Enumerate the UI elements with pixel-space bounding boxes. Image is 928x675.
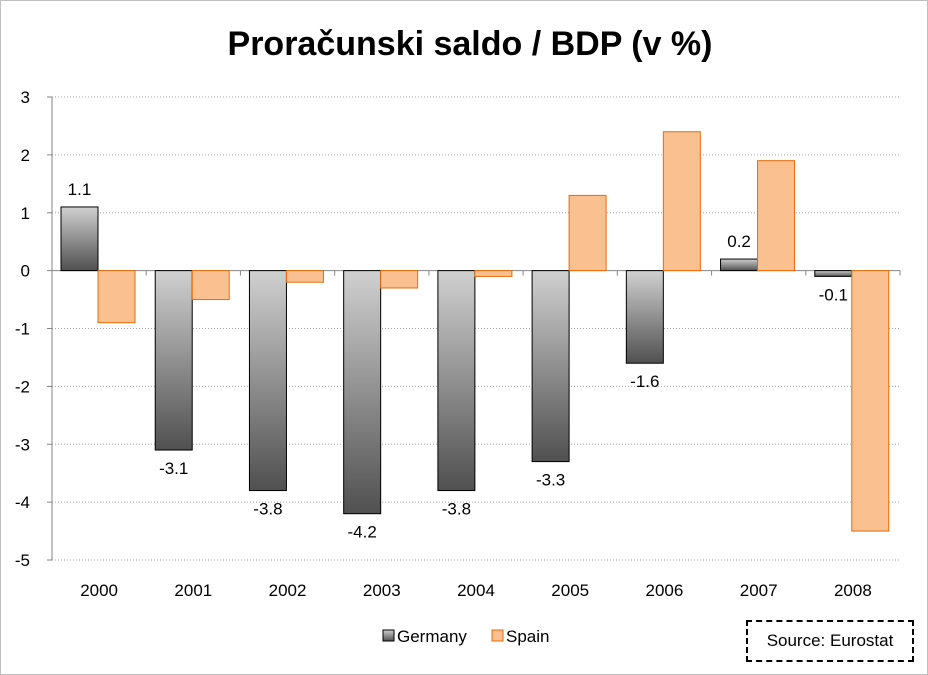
bar-spain-2002 <box>285 270 324 283</box>
data-label-germany: -1.6 <box>630 372 659 391</box>
data-label-germany: 1.1 <box>68 180 92 199</box>
data-label-germany: -3.8 <box>253 500 282 519</box>
bar-germany-2000 <box>60 206 99 272</box>
y-tick-label: 0 <box>21 262 30 281</box>
y-tick-label: 3 <box>21 88 30 107</box>
x-tick-label: 2002 <box>269 581 307 600</box>
data-label-germany: 0.2 <box>727 232 751 251</box>
y-tick-label: -3 <box>15 435 30 454</box>
source-note: Source: Eurostat <box>746 620 914 662</box>
bar-germany-2004 <box>437 270 476 492</box>
bar-germany-2003 <box>343 270 382 515</box>
y-tick-label: -4 <box>15 493 30 512</box>
bar-germany-2001 <box>154 270 193 451</box>
y-tick-label: -2 <box>15 377 30 396</box>
bar-germany-2006 <box>625 270 664 364</box>
bar-spain-2007 <box>757 160 796 272</box>
y-tick-label: 2 <box>21 146 30 165</box>
chart-title: Proračunski saldo / BDP (v %) <box>228 25 713 63</box>
bar-germany-2002 <box>248 270 287 492</box>
bar-spain-2004 <box>474 270 513 277</box>
data-label-germany: -3.1 <box>159 459 188 478</box>
bar-spain-2008 <box>851 270 890 532</box>
x-tick-label: 2003 <box>363 581 401 600</box>
x-tick-label: 2007 <box>740 581 778 600</box>
source-note-text: Source: Eurostat <box>766 631 894 650</box>
grid-lines <box>52 96 900 561</box>
bar-germany-2005 <box>531 270 570 463</box>
x-tick-label: 2006 <box>646 581 684 600</box>
bar-germany-2008 <box>814 270 853 277</box>
x-tick-label: 2000 <box>80 581 118 600</box>
bar-germany-2007 <box>720 258 759 272</box>
bar-spain-2000 <box>97 270 136 324</box>
y-tick-label: 1 <box>21 204 30 223</box>
data-label-germany: -0.1 <box>819 285 848 304</box>
x-tick-label: 2004 <box>457 581 495 600</box>
legend: Germany Spain <box>382 627 549 646</box>
x-tick-label: 2001 <box>174 581 212 600</box>
legend-label-spain: Spain <box>506 627 549 646</box>
data-label-germany: -4.2 <box>348 523 377 542</box>
y-tick-label: -5 <box>15 551 30 570</box>
legend-swatch-germany <box>382 629 395 642</box>
y-tick-label: -1 <box>15 320 30 339</box>
legend-swatch-spain <box>491 629 504 642</box>
data-labels: 1.1 -3.1 -3.8 -4.2 -3.8 -3.3 -1.6 0.2 -0.1 <box>68 180 848 542</box>
data-label-germany: -3.8 <box>442 500 471 519</box>
x-tick-label: 2008 <box>834 581 872 600</box>
bar-spain-2006 <box>662 131 701 272</box>
bar-spain-2005 <box>568 194 607 272</box>
data-label-germany: -3.3 <box>536 471 565 490</box>
legend-label-germany: Germany <box>397 627 467 646</box>
bars <box>60 131 890 532</box>
bar-spain-2003 <box>380 270 419 289</box>
bar-spain-2001 <box>191 270 230 301</box>
x-tick-label: 2005 <box>551 581 589 600</box>
